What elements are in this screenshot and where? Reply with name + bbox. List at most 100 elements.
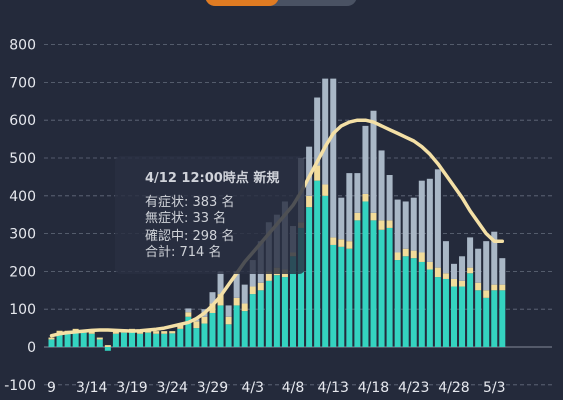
- bar-segment[interactable]: [322, 78, 329, 185]
- bar-segment[interactable]: [394, 199, 401, 253]
- bar-segment[interactable]: [338, 246, 345, 347]
- bar-segment[interactable]: [378, 220, 385, 230]
- bar-segment[interactable]: [217, 305, 224, 347]
- bar-segment[interactable]: [169, 331, 176, 334]
- bar-segment[interactable]: [354, 212, 361, 221]
- bar-segment[interactable]: [104, 347, 111, 351]
- bar-segment[interactable]: [475, 290, 482, 347]
- bar-segment[interactable]: [402, 201, 409, 249]
- bar-segment[interactable]: [241, 311, 248, 347]
- bar-segment[interactable]: [112, 333, 119, 347]
- bar-segment[interactable]: [386, 220, 393, 228]
- bar-segment[interactable]: [290, 256, 296, 347]
- bar-segment[interactable]: [459, 256, 466, 281]
- bar-segment[interactable]: [249, 294, 256, 347]
- bar-segment[interactable]: [434, 277, 441, 347]
- bar-segment[interactable]: [249, 286, 256, 295]
- bar-segment[interactable]: [145, 332, 152, 347]
- bar-segment[interactable]: [322, 184, 329, 196]
- bar-segment[interactable]: [225, 305, 232, 317]
- bar-segment[interactable]: [426, 261, 433, 270]
- bar-segment[interactable]: [201, 323, 208, 347]
- bar-segment[interactable]: [434, 169, 441, 268]
- bar-segment[interactable]: [370, 110, 377, 213]
- bar-segment[interactable]: [217, 271, 224, 295]
- bar-segment[interactable]: [410, 258, 417, 347]
- bar-segment[interactable]: [153, 333, 160, 347]
- bar-segment[interactable]: [467, 273, 474, 347]
- bar-segment[interactable]: [418, 261, 425, 347]
- bar-segment[interactable]: [451, 278, 457, 287]
- bar-segment[interactable]: [88, 331, 95, 334]
- bar-segment[interactable]: [273, 275, 280, 347]
- bar-segment[interactable]: [451, 263, 457, 279]
- bar-segment[interactable]: [185, 316, 192, 347]
- bar-segment[interactable]: [410, 250, 417, 259]
- bar-segment[interactable]: [193, 321, 200, 329]
- bar-segment[interactable]: [442, 278, 449, 347]
- bar-segment[interactable]: [410, 197, 417, 251]
- bar-segment[interactable]: [459, 280, 466, 287]
- bar-segment[interactable]: [386, 175, 393, 221]
- bar-segment[interactable]: [177, 325, 184, 329]
- bar-segment[interactable]: [96, 337, 103, 340]
- bar-segment[interactable]: [201, 316, 208, 324]
- bar-segment[interactable]: [402, 248, 409, 257]
- bar-segment[interactable]: [386, 227, 393, 347]
- bar-segment[interactable]: [346, 241, 353, 249]
- bar-segment[interactable]: [96, 339, 103, 347]
- bar-segment[interactable]: [153, 331, 160, 334]
- bar-segment[interactable]: [394, 252, 401, 261]
- bar-segment[interactable]: [370, 212, 377, 221]
- bar-segment[interactable]: [217, 294, 224, 306]
- bar-segment[interactable]: [306, 195, 313, 208]
- bar-segment[interactable]: [483, 290, 490, 298]
- bar-segment[interactable]: [257, 290, 264, 347]
- toggle-option-active[interactable]: [205, 0, 279, 6]
- bar-segment[interactable]: [394, 260, 401, 347]
- bar-segment[interactable]: [161, 333, 168, 347]
- bar-segment[interactable]: [257, 282, 264, 291]
- bar-segment[interactable]: [314, 180, 321, 347]
- bar-segment[interactable]: [161, 331, 168, 334]
- bar-segment[interactable]: [298, 227, 305, 347]
- bar-segment[interactable]: [467, 267, 474, 274]
- bar-segment[interactable]: [104, 345, 111, 347]
- bar-segment[interactable]: [442, 241, 449, 274]
- bar-segment[interactable]: [185, 312, 192, 317]
- bar-segment[interactable]: [354, 173, 361, 213]
- bar-segment[interactable]: [362, 193, 369, 202]
- bar-segment[interactable]: [378, 150, 385, 221]
- bar-segment[interactable]: [56, 333, 63, 347]
- bar-segment[interactable]: [378, 229, 385, 347]
- bar-segment[interactable]: [338, 197, 345, 240]
- bar-segment[interactable]: [483, 241, 490, 291]
- bar-segment[interactable]: [88, 333, 95, 347]
- bar-segment[interactable]: [233, 271, 240, 298]
- bar-segment[interactable]: [499, 258, 506, 285]
- bar-segment[interactable]: [209, 292, 216, 304]
- bar-segment[interactable]: [241, 303, 248, 312]
- bar-segment[interactable]: [120, 332, 127, 347]
- bar-segment[interactable]: [467, 237, 474, 268]
- bar-segment[interactable]: [48, 337, 55, 340]
- bar-segment[interactable]: [225, 316, 232, 325]
- bar-segment[interactable]: [314, 97, 321, 166]
- bar-segment[interactable]: [475, 282, 482, 291]
- bar-segment[interactable]: [370, 220, 377, 347]
- bar-segment[interactable]: [265, 280, 272, 347]
- bar-segment[interactable]: [459, 286, 466, 347]
- bar-segment[interactable]: [442, 273, 449, 279]
- bar-segment[interactable]: [491, 290, 498, 347]
- bar-segment[interactable]: [241, 284, 248, 304]
- bar-segment[interactable]: [129, 331, 135, 347]
- bar-segment[interactable]: [330, 237, 337, 245]
- bar-segment[interactable]: [209, 303, 216, 313]
- bar-segment[interactable]: [426, 269, 433, 347]
- bar-segment[interactable]: [330, 78, 337, 238]
- bar-segment[interactable]: [322, 195, 329, 347]
- bar-segment[interactable]: [137, 333, 144, 347]
- bar-segment[interactable]: [491, 284, 498, 291]
- bar-segment[interactable]: [451, 286, 457, 347]
- view-toggle[interactable]: [205, 0, 357, 6]
